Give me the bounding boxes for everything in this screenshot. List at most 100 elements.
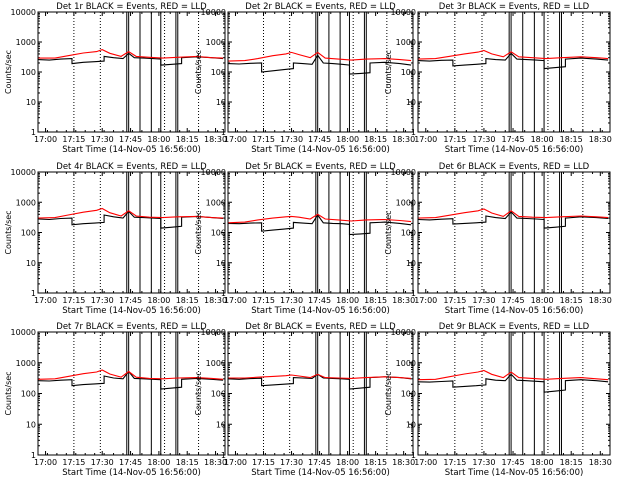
y-tick-label: 1000 — [396, 359, 416, 368]
x-tick-label: 18:30 — [589, 458, 612, 467]
plot-frame — [37, 331, 226, 456]
y-tick-label: 10000 — [391, 328, 416, 337]
x-tick-label: 17:30 — [472, 458, 495, 467]
y-tick-label: 1000 — [16, 38, 36, 47]
y-axis-label: Counts/sec — [4, 371, 13, 415]
x-tick-label: 17:15 — [443, 458, 466, 467]
panel-8: 1 10 100 1000 10000 17:00 17:15 17:30 17:45 18:00… — [194, 322, 415, 478]
y-tick-label: 10 — [26, 420, 36, 429]
y-tick-label: 100 — [401, 68, 416, 77]
x-tick-label: 18:30 — [589, 296, 612, 305]
y-tick-label: 1000 — [206, 359, 226, 368]
x-tick-label: 17:30 — [91, 458, 114, 467]
x-tick-label: 18:30 — [392, 458, 415, 467]
x-tick-label: 17:00 — [34, 458, 57, 467]
y-tick-label: 1 — [31, 128, 36, 137]
x-tick-label: 17:45 — [501, 135, 524, 144]
plot-frame — [227, 331, 414, 456]
y-tick-label: 10000 — [201, 328, 226, 337]
y-axis-label: Counts/sec — [4, 50, 13, 94]
lld-series-line — [417, 208, 609, 219]
panel-title: Det 7r BLACK = Events, RED = LLD — [56, 322, 207, 332]
y-tick-label: 100 — [21, 68, 36, 77]
y-axis-label: Counts/sec — [384, 50, 393, 94]
y-tick-label: 10 — [406, 259, 416, 268]
events-series-line — [227, 54, 412, 75]
x-tick-label: 18:30 — [204, 458, 227, 467]
x-tick-label: 17:15 — [443, 296, 466, 305]
panel-6: 1 10 100 1000 10000 17:00 17:15 17:30 17:45 18:00… — [384, 162, 612, 316]
x-tick-label: 18:00 — [531, 135, 554, 144]
lld-series-line — [227, 213, 412, 224]
plot-frame — [227, 171, 414, 294]
y-tick-label: 10 — [26, 259, 36, 268]
x-tick-label: 17:45 — [119, 458, 142, 467]
y-tick-label: 100 — [211, 229, 226, 238]
lld-series-line — [417, 49, 609, 60]
x-tick-label: 17:45 — [308, 458, 331, 467]
lld-series-line — [227, 51, 412, 62]
x-tick-label: 18:00 — [147, 458, 170, 467]
y-tick-label: 10000 — [11, 8, 36, 17]
x-tick-label: 18:15 — [560, 458, 583, 467]
x-tick-label: 18:00 — [336, 458, 359, 467]
x-tick-label: 17:30 — [280, 458, 303, 467]
x-tick-label: 17:00 — [224, 135, 247, 144]
plot-frame — [227, 11, 414, 133]
y-tick-label: 10000 — [201, 8, 226, 17]
lld-series-line — [38, 49, 224, 59]
x-tick-label: 17:00 — [414, 296, 437, 305]
panel-3: 1 10 100 1000 10000 17:00 17:15 17:30 17:45 18:00… — [384, 2, 612, 155]
x-tick-label: 17:45 — [308, 135, 331, 144]
y-tick-label: 10000 — [11, 168, 36, 177]
y-tick-label: 100 — [401, 390, 416, 399]
x-axis-label: Start Time (14-Nov-05 16:56:00) — [445, 468, 584, 478]
x-tick-label: 17:00 — [414, 135, 437, 144]
x-tick-label: 17:45 — [308, 296, 331, 305]
x-axis-label: Start Time (14-Nov-05 16:56:00) — [251, 145, 390, 155]
y-tick-label: 100 — [211, 68, 226, 77]
x-tick-label: 18:00 — [147, 296, 170, 305]
x-tick-label: 18:30 — [204, 135, 227, 144]
panel-title: Det 3r BLACK = Events, RED = LLD — [439, 2, 590, 12]
x-tick-label: 18:15 — [176, 135, 199, 144]
x-tick-label: 17:30 — [280, 296, 303, 305]
x-axis-label: Start Time (14-Nov-05 16:56:00) — [62, 468, 201, 478]
x-tick-label: 17:00 — [224, 458, 247, 467]
x-tick-label: 17:15 — [62, 135, 85, 144]
panel-1: 1 10 100 1000 10000 17:00 17:15 17:30 17:45 18:00… — [4, 2, 227, 155]
x-tick-label: 18:15 — [176, 296, 199, 305]
y-tick-label: 100 — [401, 229, 416, 238]
x-tick-label: 18:15 — [560, 296, 583, 305]
panel-title: Det 6r BLACK = Events, RED = LLD — [439, 162, 590, 172]
lld-series-line — [228, 373, 412, 379]
y-axis-label: Counts/sec — [4, 210, 13, 254]
y-tick-label: 1000 — [206, 198, 226, 207]
panel-title: Det 8r BLACK = Events, RED = LLD — [245, 322, 396, 332]
y-tick-label: 10 — [26, 98, 36, 107]
y-tick-label: 1 — [221, 451, 226, 460]
y-tick-label: 1000 — [396, 198, 416, 207]
x-tick-label: 18:00 — [531, 458, 554, 467]
panel-5: 1 10 100 1000 10000 17:00 17:15 17:30 17:45 18:00… — [194, 162, 415, 316]
panel-7: 1 10 100 1000 10000 17:00 17:15 17:30 17:45 18:00… — [4, 322, 227, 478]
y-tick-label: 1000 — [16, 359, 36, 368]
y-tick-label: 1 — [31, 451, 36, 460]
x-tick-label: 17:15 — [62, 296, 85, 305]
plot-frame — [37, 171, 226, 294]
x-tick-label: 18:30 — [589, 135, 612, 144]
plot-frame — [417, 11, 611, 133]
y-tick-label: 10 — [216, 259, 226, 268]
x-tick-label: 17:00 — [34, 135, 57, 144]
x-tick-label: 17:00 — [224, 296, 247, 305]
y-tick-label: 1 — [411, 451, 416, 460]
x-axis-label: Start Time (14-Nov-05 16:56:00) — [445, 145, 584, 155]
y-tick-label: 10 — [406, 98, 416, 107]
x-tick-label: 18:15 — [364, 135, 387, 144]
y-tick-label: 10000 — [201, 168, 226, 177]
x-tick-label: 17:45 — [501, 296, 524, 305]
x-tick-label: 17:30 — [472, 296, 495, 305]
y-tick-label: 1 — [411, 128, 416, 137]
